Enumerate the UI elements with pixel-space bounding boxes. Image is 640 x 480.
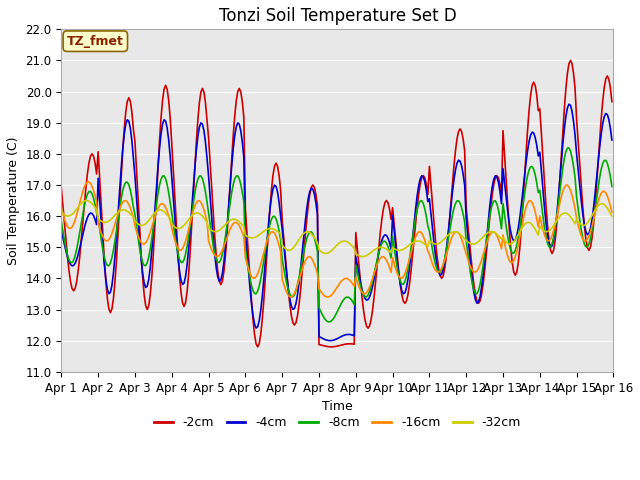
-16cm xyxy=(223,235,231,240)
Line: -32cm: -32cm xyxy=(61,201,612,256)
-32cm xyxy=(300,230,307,236)
Line: -4cm: -4cm xyxy=(61,104,612,341)
-32cm xyxy=(608,214,616,219)
-32cm xyxy=(251,235,259,240)
Line: -16cm: -16cm xyxy=(61,182,612,297)
-8cm xyxy=(580,241,588,247)
-2cm xyxy=(249,317,257,323)
-2cm xyxy=(298,270,306,276)
-32cm xyxy=(58,209,65,215)
-8cm xyxy=(565,145,573,151)
-32cm xyxy=(580,222,588,228)
-4cm xyxy=(608,137,616,143)
-4cm xyxy=(580,221,588,227)
-4cm xyxy=(58,228,65,234)
-8cm xyxy=(221,234,229,240)
-2cm xyxy=(125,95,132,101)
-2cm xyxy=(608,99,616,105)
-2cm xyxy=(580,222,588,228)
-16cm xyxy=(241,254,249,260)
-8cm xyxy=(58,219,65,225)
-16cm xyxy=(580,238,588,243)
-16cm xyxy=(251,276,259,281)
-4cm xyxy=(326,338,333,344)
-8cm xyxy=(125,182,132,188)
Line: -2cm: -2cm xyxy=(61,60,612,347)
-4cm xyxy=(249,313,257,319)
-8cm xyxy=(608,183,616,189)
-2cm xyxy=(221,253,229,259)
-16cm xyxy=(608,209,616,215)
-16cm xyxy=(300,262,307,268)
-2cm xyxy=(328,344,335,350)
-8cm xyxy=(298,258,306,264)
-2cm xyxy=(58,185,65,191)
-16cm xyxy=(324,294,332,300)
Text: TZ_fmet: TZ_fmet xyxy=(67,35,124,48)
-32cm xyxy=(223,220,231,226)
Legend: -2cm, -4cm, -8cm, -16cm, -32cm: -2cm, -4cm, -8cm, -16cm, -32cm xyxy=(149,411,526,434)
-32cm xyxy=(358,253,366,259)
-32cm xyxy=(241,232,249,238)
-8cm xyxy=(326,319,333,325)
-32cm xyxy=(127,211,134,217)
-4cm xyxy=(240,155,248,160)
Title: Tonzi Soil Temperature Set D: Tonzi Soil Temperature Set D xyxy=(218,7,456,25)
-4cm xyxy=(565,101,573,107)
-2cm xyxy=(240,114,248,120)
-8cm xyxy=(240,199,248,205)
-8cm xyxy=(249,288,257,294)
-4cm xyxy=(125,118,132,124)
Line: -8cm: -8cm xyxy=(61,148,612,322)
X-axis label: Time: Time xyxy=(322,400,353,413)
-16cm xyxy=(58,205,65,211)
-2cm xyxy=(566,58,574,63)
-16cm xyxy=(127,205,134,211)
Y-axis label: Soil Temperature (C): Soil Temperature (C) xyxy=(7,136,20,265)
-4cm xyxy=(221,244,229,250)
-4cm xyxy=(298,250,306,256)
-32cm xyxy=(82,198,90,204)
-16cm xyxy=(85,179,93,185)
